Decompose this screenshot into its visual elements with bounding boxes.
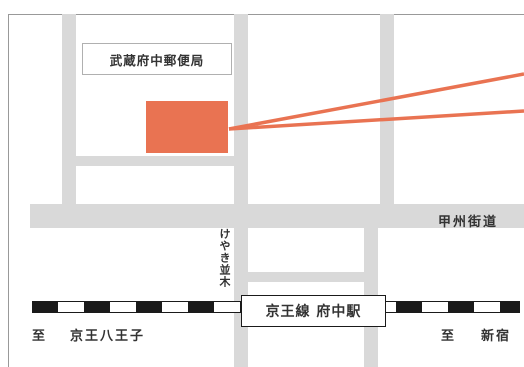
road-vertical-right-upper bbox=[380, 14, 394, 204]
road-horizontal-south bbox=[248, 272, 364, 282]
dest-left-prefix: 至 bbox=[32, 329, 48, 344]
target-building-marker bbox=[146, 101, 228, 153]
road-horizontal-small bbox=[76, 156, 234, 166]
road-koshu-kaido bbox=[30, 204, 524, 228]
dest-right-name: 新宿 bbox=[481, 329, 512, 344]
dest-left-name: 京王八王子 bbox=[70, 329, 146, 344]
leader-line-upper bbox=[228, 72, 524, 131]
road-vertical-keyaki bbox=[234, 14, 248, 367]
fuchu-station-label: 京王線 府中駅 bbox=[241, 295, 386, 327]
dest-right-prefix: 至 bbox=[441, 329, 457, 344]
keyaki-namiki-label: けやき並木 bbox=[218, 228, 231, 288]
road-vertical-left bbox=[62, 14, 76, 204]
leader-line-lower bbox=[228, 109, 524, 131]
koshu-kaido-label: 甲州街道 bbox=[437, 215, 498, 230]
map-frame bbox=[8, 14, 524, 367]
post-office-label: 武蔵府中郵便局 bbox=[82, 43, 232, 75]
